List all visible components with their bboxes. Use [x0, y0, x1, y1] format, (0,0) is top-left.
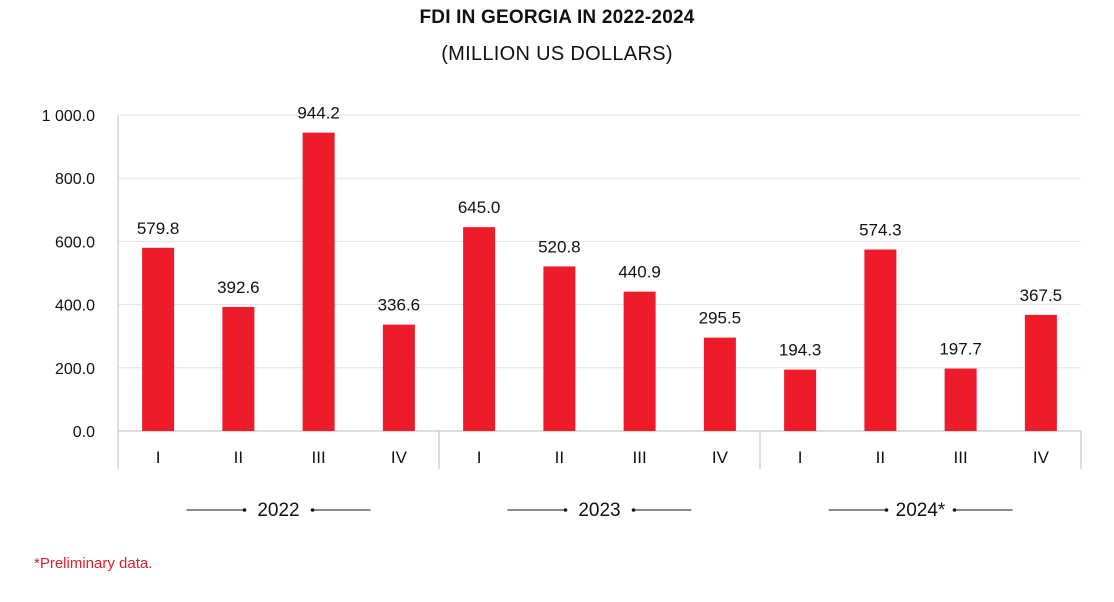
bar	[463, 227, 496, 431]
chart-subtitle: (MILLION US DOLLARS)	[441, 43, 673, 65]
x-tick-label: III	[954, 448, 968, 467]
bar	[703, 337, 736, 431]
group-label-dot-left	[563, 508, 568, 512]
footnote: *Preliminary data.	[34, 555, 153, 572]
x-tick-label: I	[477, 448, 482, 467]
data-label: 520.8	[538, 237, 581, 256]
group-label: 2022	[257, 500, 299, 521]
bar	[142, 247, 175, 431]
x-tick-label: IV	[712, 448, 729, 467]
x-tick-label: II	[234, 448, 243, 467]
data-label: 944.2	[297, 104, 340, 123]
group-label-dot-left	[884, 508, 889, 512]
group-label-dot-left	[242, 508, 247, 512]
x-tick-label: I	[156, 448, 161, 467]
bar	[302, 132, 335, 431]
x-tick-label: II	[555, 448, 564, 467]
data-label: 295.5	[699, 309, 742, 328]
group-label: 2024*	[896, 500, 946, 521]
bar	[944, 368, 977, 431]
data-label: 336.6	[378, 296, 421, 315]
bar	[543, 266, 576, 431]
bar	[222, 306, 255, 431]
y-tick-label: 600.0	[55, 234, 95, 251]
data-label: 574.3	[859, 221, 902, 240]
x-tick-label: II	[876, 448, 885, 467]
y-tick-label: 400.0	[55, 298, 95, 315]
group-label: 2023	[578, 500, 620, 521]
data-label: 367.5	[1020, 286, 1063, 305]
data-label: 645.0	[458, 198, 501, 217]
y-tick-label: 800.0	[55, 171, 95, 188]
x-tick-label: IV	[391, 448, 408, 467]
group-label-dot-right	[952, 508, 957, 512]
bar	[1024, 314, 1057, 431]
x-tick-label: I	[798, 448, 803, 467]
x-tick-label: III	[312, 448, 326, 467]
data-label: 197.7	[939, 340, 982, 359]
y-tick-label: 200.0	[55, 361, 95, 378]
group-label-dot-right	[631, 508, 636, 512]
group-label-dot-right	[310, 508, 315, 512]
data-label: 440.9	[618, 263, 661, 282]
data-label: 579.8	[137, 219, 180, 238]
x-tick-label: IV	[1033, 448, 1050, 467]
bar	[784, 369, 817, 431]
bar	[623, 291, 656, 431]
data-label: 194.3	[779, 341, 822, 360]
bar	[382, 324, 415, 431]
y-tick-label: 0.0	[73, 424, 95, 441]
chart-title: FDI IN GEORGIA IN 2022-2024	[419, 7, 695, 28]
y-tick-label: 1 000.0	[42, 108, 95, 125]
data-label: 392.6	[217, 278, 260, 297]
bar	[864, 249, 897, 431]
x-tick-label: III	[633, 448, 647, 467]
